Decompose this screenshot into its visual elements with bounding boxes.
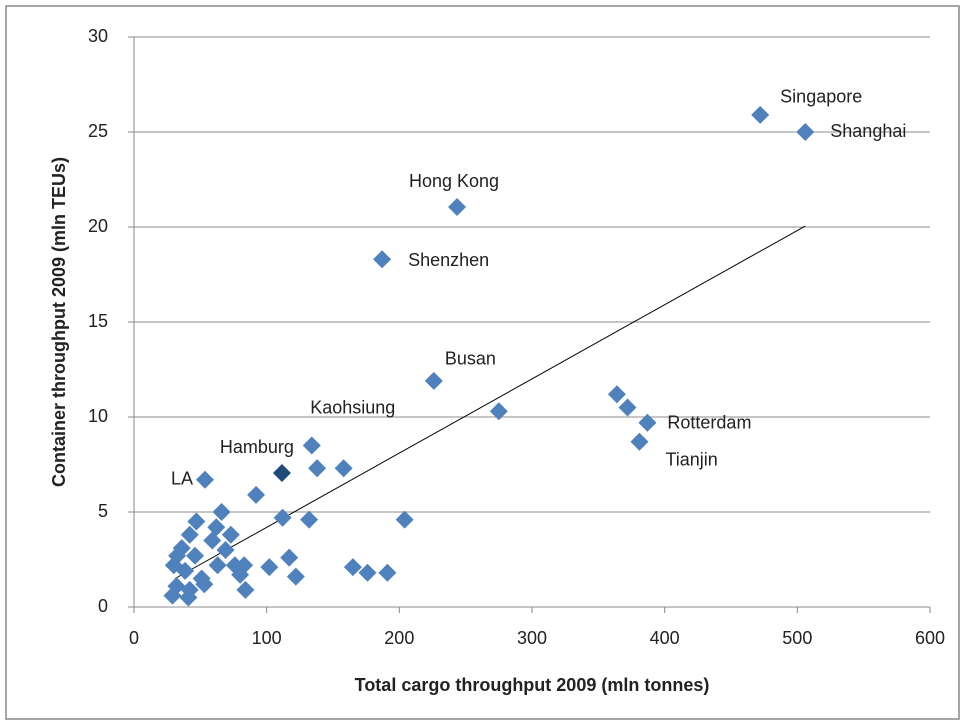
data-point — [343, 558, 362, 577]
point-label: Hong Kong — [409, 171, 499, 191]
data-point — [216, 541, 235, 559]
data-point — [186, 546, 205, 565]
data-point — [179, 588, 198, 607]
x-tick-label: 300 — [517, 628, 547, 648]
data-point — [751, 105, 770, 124]
data-point — [212, 503, 231, 521]
point-label: Shenzhen — [408, 250, 489, 270]
y-tick-label: 15 — [88, 311, 108, 331]
point-label: Kaohsiung — [310, 397, 395, 417]
point-label: Hamburg — [220, 437, 294, 457]
chart-frame — [5, 5, 960, 720]
data-point — [195, 470, 214, 489]
data-point — [638, 413, 657, 432]
y-tick-label: 20 — [88, 216, 108, 236]
point-label: LA — [171, 468, 193, 488]
point-label: Busan — [445, 349, 496, 369]
point-label: Rotterdam — [667, 412, 751, 432]
data-point — [358, 563, 377, 582]
data-point — [448, 198, 467, 217]
y-tick-label: 5 — [98, 501, 108, 521]
point-label: Tianjin — [665, 449, 717, 469]
data-point — [378, 563, 397, 582]
data-point — [247, 485, 266, 504]
data-point — [187, 512, 206, 531]
data-point — [302, 436, 321, 455]
x-tick-label: 200 — [384, 628, 414, 648]
data-point — [221, 525, 240, 544]
y-tick-label: 0 — [98, 596, 108, 616]
data-point — [207, 518, 226, 537]
data-point — [373, 250, 392, 269]
data-point — [195, 575, 214, 594]
data-point — [180, 525, 199, 544]
data-point — [489, 402, 508, 421]
data-point — [630, 432, 649, 451]
data-point — [334, 459, 353, 478]
data-point — [272, 464, 291, 483]
point-label: Shanghai — [830, 121, 906, 141]
y-tick-label: 30 — [88, 26, 108, 46]
y-tick-label: 10 — [88, 406, 108, 426]
data-point — [395, 510, 414, 529]
data-point — [286, 567, 305, 586]
data-point — [618, 398, 637, 417]
data-point — [273, 508, 292, 527]
x-tick-label: 100 — [252, 628, 282, 648]
x-axis-title: Total cargo throughput 2009 (mln tonnes) — [355, 675, 710, 695]
y-axis-title: Container throughput 2009 (mln TEUs) — [49, 157, 69, 487]
data-point — [607, 385, 626, 404]
data-point — [260, 558, 279, 577]
data-point — [796, 123, 815, 141]
data-point — [231, 565, 250, 584]
x-tick-label: 0 — [129, 628, 139, 648]
data-point — [176, 561, 195, 580]
data-point — [280, 548, 299, 567]
data-point — [308, 459, 327, 478]
data-point — [424, 371, 443, 390]
x-tick-label: 500 — [782, 628, 812, 648]
data-point — [236, 580, 255, 599]
data-point — [300, 510, 319, 529]
data-point — [163, 586, 182, 605]
point-label: Singapore — [780, 87, 862, 107]
x-tick-label: 400 — [650, 628, 680, 648]
y-tick-label: 25 — [88, 121, 108, 141]
data-point — [203, 531, 222, 550]
x-tick-label: 600 — [915, 628, 945, 648]
data-point — [208, 556, 227, 575]
